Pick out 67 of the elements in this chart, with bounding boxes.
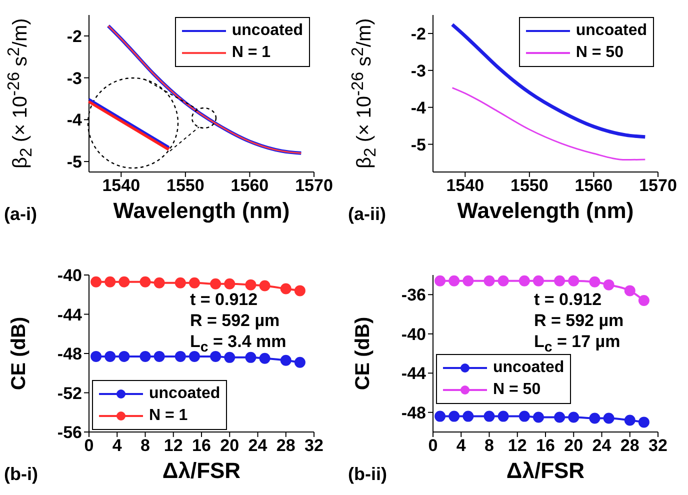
y-tick-label: -36: [401, 286, 426, 305]
x-tick-label: 1550: [510, 176, 548, 196]
text: (a-i): [4, 204, 37, 225]
x-tick-label: 1570: [295, 176, 333, 196]
legend-label: uncoated: [576, 22, 647, 40]
y-tick-label: -48: [401, 403, 426, 422]
x-tick-label: 1560: [574, 176, 613, 196]
x-tick-label: 1560: [230, 176, 269, 196]
x-tick-label: 24: [248, 436, 268, 456]
x-tick-label: 28: [620, 436, 640, 456]
y-axis-title: CE (dB): [8, 316, 32, 390]
x-tick-label: 16: [536, 436, 555, 456]
annotation: t = 0.912: [534, 289, 603, 310]
x-tick-label: 0: [428, 436, 438, 456]
y-tick-label: -2: [410, 24, 426, 44]
x-tick-label: 20: [220, 436, 240, 456]
legend-label: uncoated: [149, 385, 220, 403]
x-tick-label: 12: [164, 436, 183, 456]
y-tick-label: -4: [410, 98, 427, 118]
x-axis-title: Wavelength (nm): [456, 198, 635, 224]
x-tick-label: 16: [192, 436, 211, 456]
x-tick-label: 1540: [446, 176, 484, 196]
y-tick-label: -4: [66, 110, 83, 130]
x-tick-label: 32: [648, 436, 668, 456]
y-tick-label: -5: [66, 152, 82, 172]
x-tick-label: 20: [564, 436, 584, 456]
y-tick-label: -3: [410, 61, 426, 80]
x-tick-label: 1540: [102, 176, 140, 196]
annotation: L$_{c}$ = 3.4 mm: [190, 331, 286, 358]
legend-label: N = 1: [149, 407, 188, 425]
x-axis-title: Δλ/FSR: [161, 458, 242, 484]
x-axis-title: Δλ/FSR: [505, 458, 586, 484]
x-tick-label: 24: [592, 436, 612, 456]
legend-label: N = 1: [232, 44, 271, 62]
y-tick-label: -40: [401, 324, 426, 344]
x-tick-label: 4: [112, 436, 122, 456]
legend-label: N = 50: [576, 44, 624, 62]
annotation: R = 592 µm: [534, 310, 624, 331]
text: (a-ii): [348, 204, 386, 225]
x-tick-label: 12: [508, 436, 527, 456]
text: (b-ii): [348, 464, 387, 485]
y-tick-label: -48: [57, 344, 82, 364]
legend-label: uncoated: [493, 358, 564, 376]
x-tick-label: 8: [484, 436, 494, 456]
x-tick-label: 0: [84, 436, 94, 456]
y-axis-title: CE (dB): [352, 316, 376, 390]
y-tick-label: -5: [410, 135, 426, 154]
y-tick-label: -40: [57, 266, 82, 286]
y-tick-label: -52: [57, 384, 82, 403]
annotation: R = 592 µm: [190, 310, 281, 331]
text: (b-i): [4, 464, 38, 485]
x-tick-label: 1550: [166, 176, 204, 196]
annotation: t = 0.912: [190, 289, 259, 310]
x-tick-label: 8: [140, 436, 150, 456]
x-tick-label: 28: [276, 436, 296, 456]
legend-label: uncoated: [232, 22, 303, 40]
x-tick-label: 32: [304, 436, 324, 456]
x-tick-label: 4: [456, 436, 466, 456]
y-tick-label: -44: [57, 305, 83, 324]
y-tick-label: -2: [66, 26, 82, 46]
annotation: L$_{c}$ = 17 µm: [534, 331, 622, 358]
x-axis-title: Wavelength (nm): [112, 198, 291, 224]
y-tick-label: -44: [401, 364, 427, 384]
legend-label: N = 50: [493, 380, 541, 398]
y-tick-label: -3: [66, 68, 82, 88]
x-tick-label: 1570: [639, 176, 677, 196]
y-tick-label: -56: [57, 423, 82, 442]
